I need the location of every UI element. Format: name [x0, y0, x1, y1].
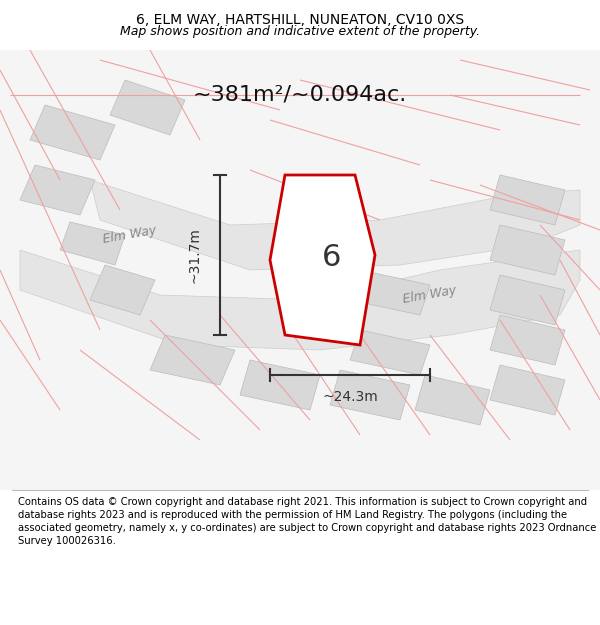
Polygon shape — [490, 225, 565, 275]
Polygon shape — [350, 330, 430, 375]
Polygon shape — [110, 80, 185, 135]
Text: Elm Way: Elm Way — [102, 224, 158, 246]
Text: Map shows position and indicative extent of the property.: Map shows position and indicative extent… — [120, 24, 480, 38]
Polygon shape — [20, 250, 580, 350]
Polygon shape — [150, 335, 235, 385]
Polygon shape — [350, 270, 430, 315]
Text: 6: 6 — [322, 243, 341, 272]
Text: Elm Way: Elm Way — [402, 284, 458, 306]
Text: ~24.3m: ~24.3m — [322, 390, 378, 404]
Polygon shape — [330, 370, 410, 420]
Text: 6, ELM WAY, HARTSHILL, NUNEATON, CV10 0XS: 6, ELM WAY, HARTSHILL, NUNEATON, CV10 0X… — [136, 12, 464, 26]
Polygon shape — [415, 375, 490, 425]
Polygon shape — [490, 275, 565, 325]
Polygon shape — [90, 265, 155, 315]
Polygon shape — [490, 315, 565, 365]
Polygon shape — [270, 175, 375, 345]
Polygon shape — [490, 365, 565, 415]
Polygon shape — [20, 165, 95, 215]
Polygon shape — [30, 105, 115, 160]
Polygon shape — [60, 222, 125, 265]
Text: ~381m²/~0.094ac.: ~381m²/~0.094ac. — [193, 85, 407, 105]
Text: Contains OS data © Crown copyright and database right 2021. This information is : Contains OS data © Crown copyright and d… — [18, 497, 596, 546]
Polygon shape — [490, 175, 565, 225]
Polygon shape — [90, 180, 580, 270]
Text: ~31.7m: ~31.7m — [188, 227, 202, 283]
Polygon shape — [240, 360, 320, 410]
